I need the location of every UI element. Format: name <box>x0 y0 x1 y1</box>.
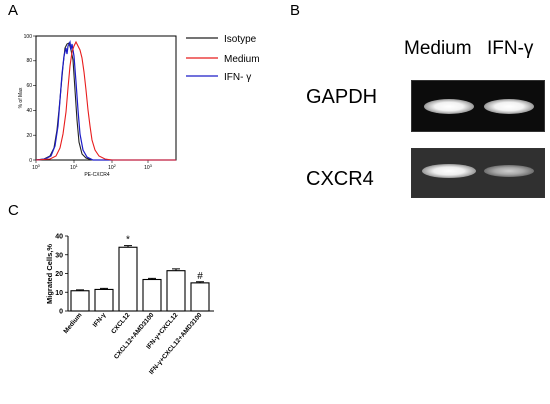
panel-a-label: A <box>8 2 19 19</box>
histogram-medium-curve <box>35 40 176 161</box>
error-bar <box>76 289 84 291</box>
gel-lane-label-medium: Medium <box>404 38 472 59</box>
panel-c-label: C <box>8 202 19 219</box>
gel-image-gapdh <box>411 80 545 132</box>
gel-image-cxcr4 <box>411 148 545 198</box>
flow-y-tick: 80 <box>26 58 32 64</box>
bar-category-label: CXCL12 <box>110 312 132 336</box>
gapdh-band-ifn <box>484 99 534 114</box>
error-bar <box>196 281 204 283</box>
legend-ifn-label: IFN- γ <box>224 72 251 83</box>
bar-y-tick: 10 <box>55 290 63 297</box>
bar-y-axis-label: Migrated Cells,% <box>45 244 54 304</box>
flow-x-tick: 103 <box>144 163 153 171</box>
flow-y-tick: 0 <box>29 158 32 164</box>
error-bar <box>124 245 132 248</box>
error-bar <box>100 287 108 290</box>
bar <box>142 278 162 312</box>
flow-x-tick: 100 <box>32 163 41 171</box>
flow-x-tick: 102 <box>108 163 117 171</box>
histogram-isotype-curve <box>35 42 176 161</box>
bar <box>190 282 210 312</box>
error-bar <box>172 268 180 271</box>
flow-plot-frame <box>35 35 177 161</box>
bar-y-tick: 0 <box>59 309 63 316</box>
flow-y-tick: 40 <box>26 108 32 114</box>
flow-x-axis-label: PE-CXCR4 <box>84 172 110 178</box>
significance-mark: # <box>197 271 203 282</box>
bar-y-tick: 20 <box>55 271 63 278</box>
bar <box>94 288 114 312</box>
gapdh-band-medium <box>424 99 474 114</box>
gel-lane-label-ifn: IFN-γ <box>487 38 534 59</box>
cxcr4-band-ifn <box>484 165 534 177</box>
bar <box>118 246 138 312</box>
bar <box>166 270 186 312</box>
cxcr4-band-medium <box>422 164 476 178</box>
migration-bar-chart: 0 10 20 30 40 Migrated Cells,% * # Medium IFN-… <box>45 234 214 376</box>
panel-b-label: B <box>290 2 301 19</box>
flow-y-tick: 20 <box>26 133 32 139</box>
flow-y-tick: 60 <box>26 83 32 89</box>
gel-row-label-cxcr4: CXCR4 <box>306 168 374 190</box>
histogram-ifn-curve <box>35 39 176 161</box>
flow-y-axis-label: % of Max <box>18 87 24 108</box>
error-bar <box>148 277 156 280</box>
legend-isotype-label: Isotype <box>224 34 257 45</box>
flow-y-tick: 100 <box>24 34 33 40</box>
flow-x-tick: 101 <box>70 163 79 171</box>
bar <box>70 290 90 312</box>
bar-y-tick: 40 <box>55 234 63 241</box>
gel-row-label-gapdh: GAPDH <box>306 86 378 108</box>
bar-category-label: IFN-γ <box>92 311 108 328</box>
significance-mark: * <box>126 235 130 246</box>
bar-category-label: Medium <box>62 312 83 335</box>
legend-medium-label: Medium <box>224 54 260 65</box>
bar-y-tick: 30 <box>55 252 63 259</box>
